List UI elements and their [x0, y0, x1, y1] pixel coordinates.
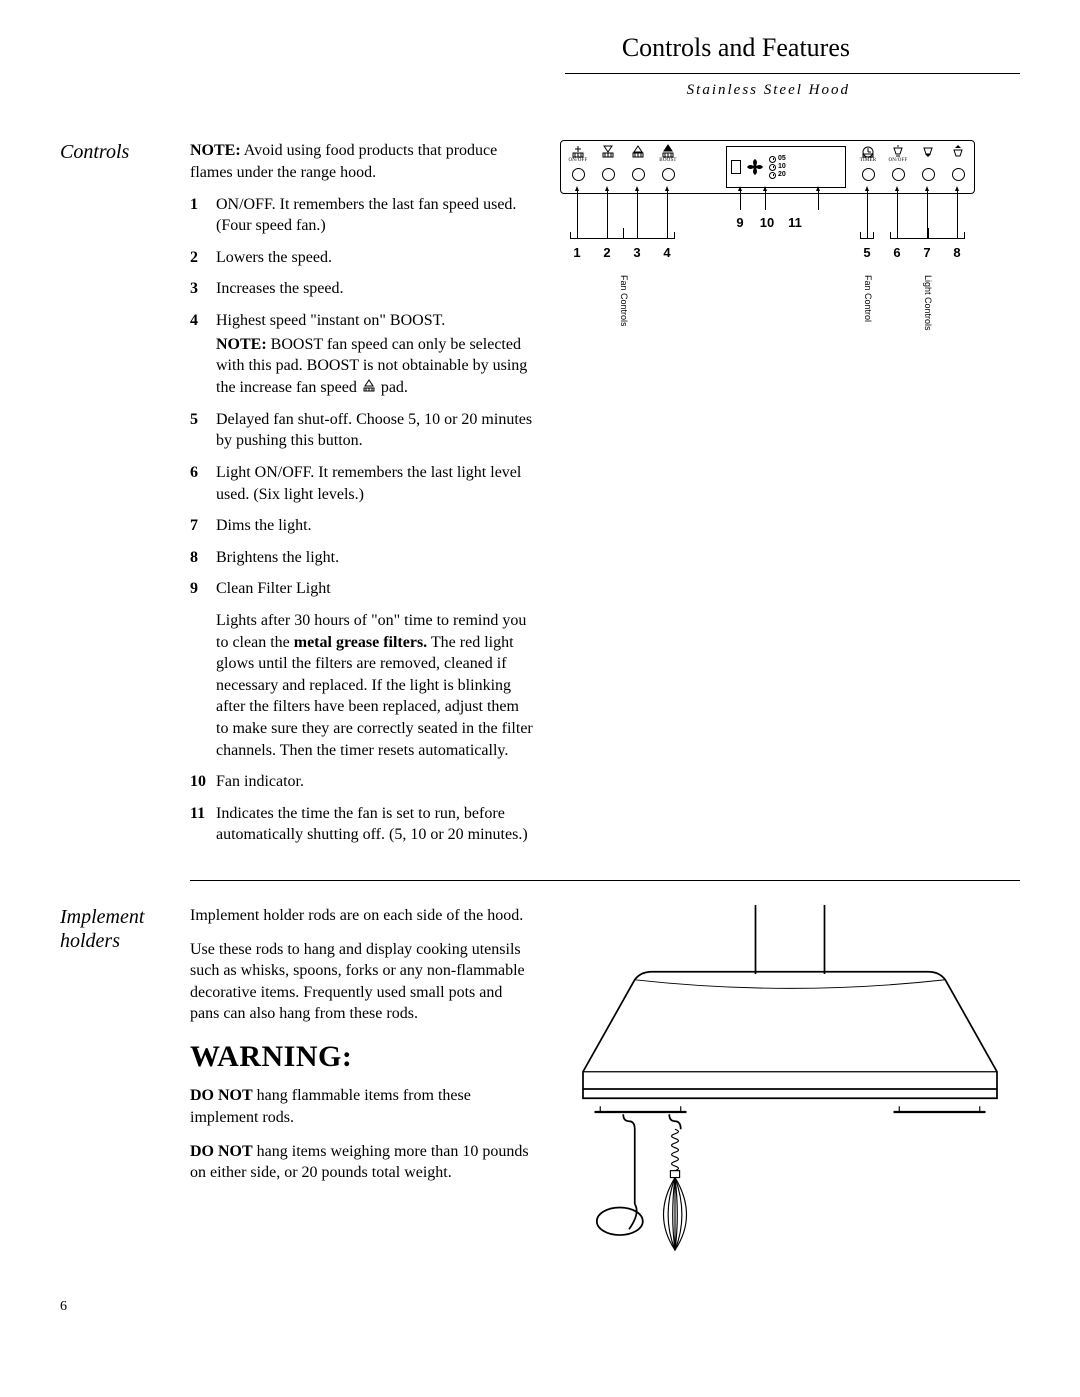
section-divider: [190, 880, 1020, 881]
time-10: 10: [778, 163, 786, 171]
control-panel-diagram: ON/OFF BOOST: [560, 140, 975, 400]
item-num: 1: [190, 194, 216, 237]
list-item: 3Increases the speed.: [190, 278, 535, 300]
item9-detail: Lights after 30 hours of "on" time to re…: [216, 610, 535, 761]
panel-btn-light-onoff: ON/OFF: [886, 144, 910, 181]
panel-btn-light-down: [916, 144, 940, 181]
header-rule: [565, 73, 1020, 74]
list-item: 9 Clean Filter Light Lights after 30 hou…: [190, 578, 535, 761]
panel-btn-timer: TIMER: [856, 144, 880, 181]
vlabel-fan-control: Fan Control: [862, 275, 874, 322]
warning-heading: WARNING:: [190, 1037, 535, 1078]
item-text: Brightens the light.: [216, 547, 535, 569]
item-text: Fan indicator.: [216, 771, 535, 793]
item-text: Dims the light.: [216, 515, 535, 537]
warning-2: DO NOT hang items weighing more than 10 …: [190, 1141, 535, 1184]
control-list: 1ON/OFF. It remembers the last fan speed…: [190, 194, 535, 846]
note-label: NOTE:: [190, 142, 241, 159]
controls-heading: Controls: [60, 140, 190, 856]
panel-btn-down: [596, 144, 620, 181]
callout-3: 3: [633, 244, 640, 262]
implement-heading: Implement holders: [60, 905, 190, 1268]
item-num: 10: [190, 771, 216, 793]
item-num: 2: [190, 247, 216, 269]
section-controls: Controls NOTE: Avoid using food products…: [60, 140, 1020, 856]
btn-label: BOOST: [656, 158, 680, 165]
controls-note: NOTE: Avoid using food products that pro…: [190, 140, 535, 183]
list-item: 11Indicates the time the fan is set to r…: [190, 803, 535, 846]
callout-4: 4: [663, 244, 670, 262]
item-num: 9: [190, 578, 216, 761]
item-num: 11: [190, 803, 216, 846]
page-title: Controls and Features: [60, 30, 850, 65]
callout-2: 2: [603, 244, 610, 262]
list-item: 6Light ON/OFF. It remembers the last lig…: [190, 462, 535, 505]
callout-11: 11: [788, 214, 802, 232]
item9-bold: metal grease filters.: [294, 634, 427, 651]
list-item: 7Dims the light.: [190, 515, 535, 537]
fan-up-icon: [361, 377, 377, 399]
list-item: 8Brightens the light.: [190, 547, 535, 569]
hood-illustration: [560, 905, 1020, 1262]
do-not-label: DO NOT: [190, 1143, 253, 1160]
warning-1: DO NOT hang flammable items from these i…: [190, 1085, 535, 1128]
item-num: 3: [190, 278, 216, 300]
boost-note: NOTE: BOOST fan speed can only be select…: [216, 334, 535, 399]
btn-label: TIMER: [856, 158, 880, 165]
time-20: 20: [778, 171, 786, 179]
boost-note-tail: pad.: [381, 379, 408, 396]
btn-label: ON/OFF: [566, 158, 590, 165]
vlabel-light-controls: Light Controls: [922, 275, 934, 331]
item-num: 7: [190, 515, 216, 537]
panel-btn-onoff: ON/OFF: [566, 144, 590, 181]
item-num: 6: [190, 462, 216, 505]
item-text: Delayed fan shut-off. Choose 5, 10 or 20…: [216, 409, 535, 452]
panel-btn-light-up: [946, 144, 970, 181]
list-item: 5Delayed fan shut-off. Choose 5, 10 or 2…: [190, 409, 535, 452]
item-text: Clean Filter Light: [216, 580, 331, 597]
callout-8: 8: [953, 244, 960, 262]
page-number: 6: [60, 1298, 1020, 1317]
item-text: ON/OFF. It remembers the last fan speed …: [216, 194, 535, 237]
section-implement: Implement holders Implement holder rods …: [60, 905, 1020, 1268]
item-text: Highest speed "instant on" BOOST.: [216, 312, 445, 329]
item9-post: The red light glows until the filters ar…: [216, 634, 533, 759]
item-text: Increases the speed.: [216, 278, 535, 300]
vlabel-fan-controls: Fan Controls: [618, 275, 630, 327]
do-not-label: DO NOT: [190, 1087, 253, 1104]
list-item: 10Fan indicator.: [190, 771, 535, 793]
time-05: 05: [778, 155, 786, 163]
fan-icon: [745, 157, 765, 177]
item-text: Indicates the time the fan is set to run…: [216, 803, 535, 846]
callout-10: 10: [760, 214, 774, 232]
item-text: Lowers the speed.: [216, 247, 535, 269]
list-item: 2Lowers the speed.: [190, 247, 535, 269]
note-label: NOTE:: [216, 336, 267, 353]
list-item: 1ON/OFF. It remembers the last fan speed…: [190, 194, 535, 237]
page-subtitle: Stainless Steel Hood: [60, 80, 1020, 100]
item-num: 5: [190, 409, 216, 452]
panel-display: 05 10 20: [726, 146, 846, 188]
btn-label: ON/OFF: [886, 158, 910, 165]
item-text: Light ON/OFF. It remembers the last ligh…: [216, 462, 535, 505]
callout-9: 9: [736, 214, 743, 232]
implement-p1: Implement holder rods are on each side o…: [190, 905, 535, 927]
callout-7: 7: [923, 244, 930, 262]
panel-btn-boost: BOOST: [656, 144, 680, 181]
callout-5: 5: [863, 244, 870, 262]
panel-btn-up: [626, 144, 650, 181]
item-num: 8: [190, 547, 216, 569]
item-num: 4: [190, 310, 216, 399]
list-item: 4 Highest speed "instant on" BOOST. NOTE…: [190, 310, 535, 399]
implement-p2: Use these rods to hang and display cooki…: [190, 939, 535, 1025]
callout-1: 1: [573, 244, 580, 262]
callout-6: 6: [893, 244, 900, 262]
